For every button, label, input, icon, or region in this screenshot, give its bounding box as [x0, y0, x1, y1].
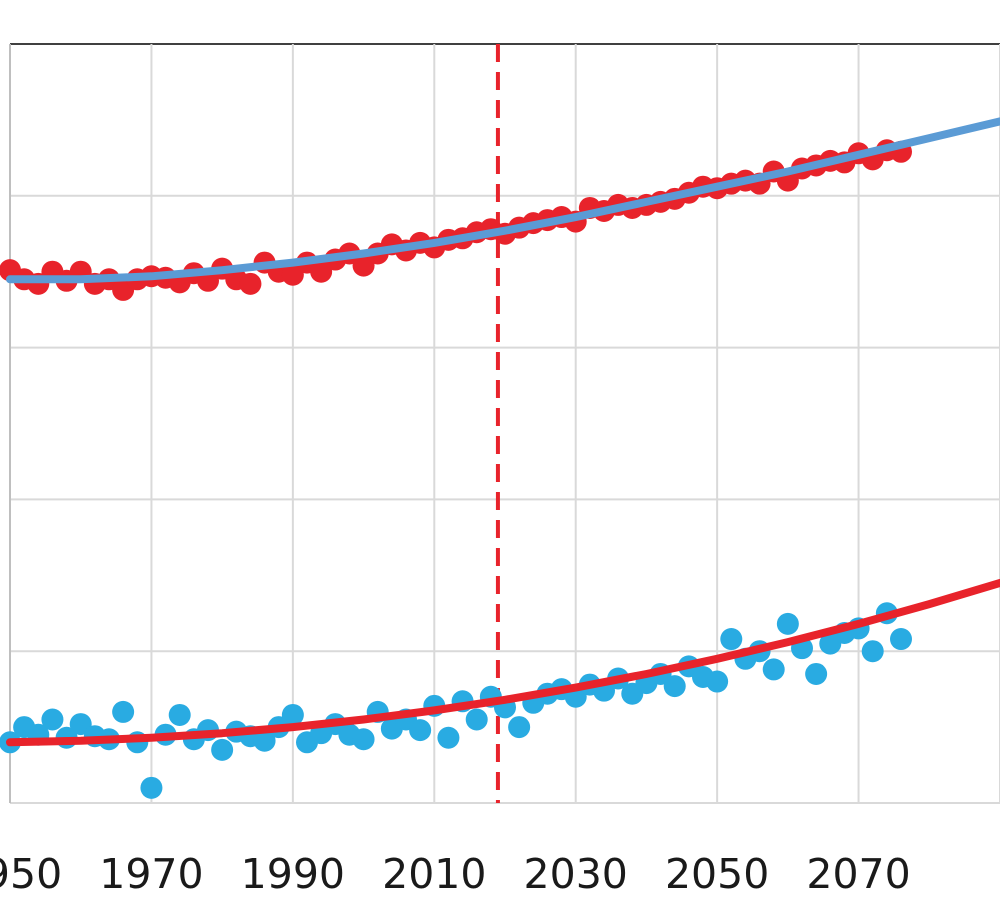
data-point — [762, 658, 785, 681]
data-point — [41, 708, 64, 731]
gridlines — [9, 43, 1000, 804]
data-point — [776, 612, 799, 635]
series-2 — [0, 602, 912, 799]
series-1 — [6, 117, 1000, 284]
data-point — [253, 729, 276, 752]
x-tick-labels: 1950 1970 1990 2010 2030 2050 2070 — [0, 850, 911, 898]
data-point — [352, 728, 375, 751]
series-layer — [0, 117, 1000, 799]
data-point — [805, 662, 828, 685]
trend-line — [6, 117, 1000, 284]
data-point — [890, 628, 912, 651]
x-tick-label: 2030 — [524, 850, 628, 898]
x-tick-label: 2010 — [382, 850, 486, 898]
data-point — [281, 703, 304, 726]
data-point — [720, 628, 743, 651]
data-point — [437, 726, 460, 749]
data-point — [211, 738, 234, 761]
data-point — [140, 776, 163, 799]
data-point — [706, 670, 729, 693]
x-tick-label: 1970 — [99, 850, 203, 898]
data-point — [663, 675, 686, 698]
data-point — [465, 708, 488, 731]
data-point — [861, 640, 884, 663]
x-tick-label: 2050 — [665, 850, 769, 898]
x-tick-label: 1950 — [0, 850, 62, 898]
series-3 — [6, 578, 1000, 747]
trend-line — [6, 578, 1000, 747]
data-point — [112, 700, 135, 723]
x-tick-label: 1990 — [241, 850, 345, 898]
data-point — [409, 719, 432, 742]
x-tick-label: 2070 — [806, 850, 910, 898]
data-point — [508, 716, 531, 739]
data-point — [168, 703, 191, 726]
data-point — [239, 272, 262, 295]
